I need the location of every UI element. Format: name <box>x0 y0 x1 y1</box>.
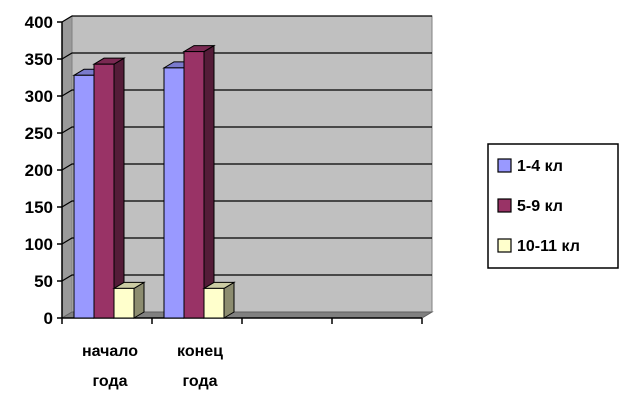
legend: 1-4 кл 5-9 кл 10-11 кл <box>487 143 619 269</box>
gridline <box>61 89 432 97</box>
bar <box>112 281 146 319</box>
y-tick-label: 150 <box>25 198 53 217</box>
gridline <box>61 237 432 245</box>
gridline <box>61 163 432 171</box>
x-category-label: года <box>92 373 127 390</box>
bar-front-face <box>183 51 205 319</box>
bar-front-face <box>203 287 225 319</box>
gridline <box>61 126 432 134</box>
bar-side-face <box>113 57 125 319</box>
bar-front-face <box>113 287 135 319</box>
bar-front-face <box>163 67 185 319</box>
y-tick-label: 250 <box>25 124 53 143</box>
y-tick-label: 350 <box>25 50 53 69</box>
legend-swatch <box>497 158 512 173</box>
x-category-label: начало <box>82 343 138 360</box>
y-tick-label: 0 <box>44 309 53 328</box>
legend-label: 10-11 кл <box>517 238 580 255</box>
x-category-label: конец <box>177 343 223 360</box>
gridline <box>61 200 432 208</box>
legend-swatch <box>497 198 512 213</box>
gridline <box>61 274 432 282</box>
y-tick-label: 100 <box>25 235 53 254</box>
bar-side-face <box>203 44 215 319</box>
gridline <box>61 52 432 60</box>
x-category-label: года <box>182 373 217 390</box>
bar <box>202 281 236 319</box>
gridline <box>61 15 432 23</box>
y-tick-label: 200 <box>25 161 53 180</box>
bar-front-face <box>73 74 95 319</box>
axes: 0 50 100 150 200 250 300 350 400 начало года конец г… <box>25 13 423 390</box>
bar <box>92 57 126 319</box>
bars <box>72 44 236 319</box>
bar-front-face <box>93 63 115 319</box>
bar <box>182 44 216 319</box>
legend-swatch <box>497 238 512 253</box>
y-tick-label: 50 <box>34 272 53 291</box>
y-tick-label: 300 <box>25 87 53 106</box>
y-tick-label: 400 <box>25 13 53 32</box>
legend-label: 1-4 кл <box>517 158 563 175</box>
legend-label: 5-9 кл <box>517 198 563 215</box>
